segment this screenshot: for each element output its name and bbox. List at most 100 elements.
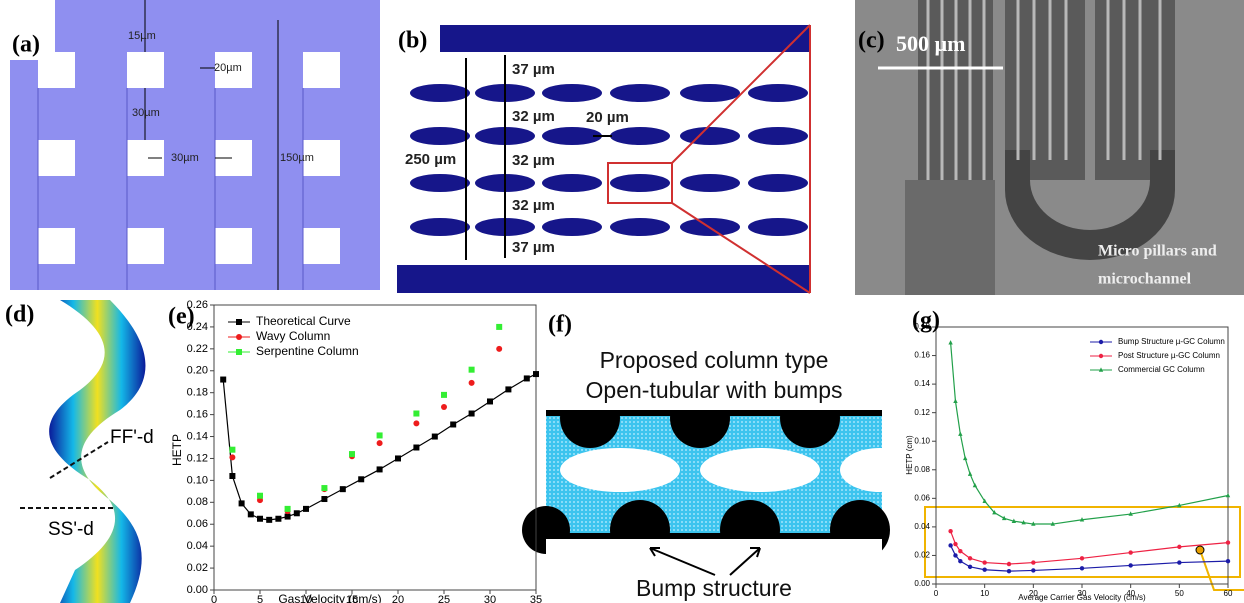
marker xyxy=(496,324,502,330)
dimension: 15µm xyxy=(128,30,156,42)
dimension: 37 µm xyxy=(512,61,555,78)
marker xyxy=(469,411,475,417)
panel-label: (c) xyxy=(858,28,885,54)
line-label: SS'-d xyxy=(48,519,94,540)
marker xyxy=(285,506,291,512)
x-tick-label: 0 xyxy=(211,594,217,603)
marker xyxy=(953,553,957,557)
marker xyxy=(469,380,475,386)
marker xyxy=(533,371,539,377)
marker xyxy=(1099,340,1103,344)
series-line xyxy=(951,531,1228,564)
marker xyxy=(1031,560,1035,564)
panel-label: (a) xyxy=(12,32,40,58)
series-line xyxy=(951,545,1228,571)
caption: Micro pillars and xyxy=(1098,243,1217,260)
panel-label: (b) xyxy=(398,28,427,54)
panel-a: (a) 15µm 20µm 30µm 30µm 150µm xyxy=(10,0,380,290)
y-tick-label: 0.16 xyxy=(187,409,208,421)
legend-label: Theoretical Curve xyxy=(256,314,351,328)
y-tick-label: 0.08 xyxy=(914,465,930,474)
marker xyxy=(441,392,447,398)
marker xyxy=(1099,354,1103,358)
pillars xyxy=(410,84,808,236)
panel-c: (c) 500 µm Micro pillars and microchanne… xyxy=(855,0,1244,295)
panel-label: (f) xyxy=(548,312,572,338)
panel-label: (g) xyxy=(912,308,940,334)
marker xyxy=(229,473,235,479)
y-tick-label: 0.06 xyxy=(187,518,208,530)
marker xyxy=(441,404,447,410)
x-tick-label: 60 xyxy=(1224,589,1233,598)
marker xyxy=(1080,556,1084,560)
marker xyxy=(948,543,952,547)
marker xyxy=(340,486,346,492)
marker xyxy=(377,466,383,472)
marker xyxy=(1128,550,1132,554)
y-tick-label: 0.04 xyxy=(187,540,208,552)
scale-bar-label: 500 µm xyxy=(896,31,966,56)
marker xyxy=(948,340,952,344)
marker xyxy=(220,377,226,383)
dimension: 32 µm xyxy=(512,197,555,214)
legend-label: Post Structure µ-GC Column xyxy=(1118,351,1220,360)
marker xyxy=(229,454,235,460)
marker xyxy=(432,434,438,440)
marker xyxy=(358,476,364,482)
marker xyxy=(236,334,242,340)
x-tick-label: 30 xyxy=(484,594,496,603)
y-tick-label: 0.04 xyxy=(914,522,930,531)
marker xyxy=(285,514,291,520)
marker xyxy=(229,447,235,453)
title: Open-tubular with bumps xyxy=(586,377,843,403)
marker xyxy=(413,420,419,426)
marker xyxy=(1128,563,1132,567)
marker xyxy=(505,386,511,392)
wall xyxy=(397,265,810,293)
marker xyxy=(968,565,972,569)
marker xyxy=(982,560,986,564)
marker xyxy=(963,456,967,460)
marker xyxy=(958,559,962,563)
marker xyxy=(968,471,972,475)
legend-label: Wavy Column xyxy=(256,329,330,343)
marker xyxy=(1080,566,1084,570)
y-tick-label: 0.08 xyxy=(187,496,208,508)
dimension: 32 µm xyxy=(512,108,555,125)
marker xyxy=(349,451,355,457)
x-tick-label: 0 xyxy=(934,589,939,598)
line-label: FF'-d xyxy=(110,427,154,448)
marker xyxy=(469,367,475,373)
marker xyxy=(266,517,272,523)
x-tick-label: 50 xyxy=(1175,589,1184,598)
marker xyxy=(275,516,281,522)
marker xyxy=(257,493,263,499)
y-tick-label: 0.14 xyxy=(914,379,930,388)
marker xyxy=(377,440,383,446)
y-tick-label: 0.18 xyxy=(187,387,208,399)
panel-d: (d) FF'-d SS'-d xyxy=(5,300,154,603)
panel-b: (b) 37 µm 32 µm 32 µm 32 µm 37 µm 20 µm … xyxy=(397,25,810,293)
panel-f: (f) Proposed column type Open-tubular wi… xyxy=(522,312,920,602)
y-tick-label: 0.00 xyxy=(914,579,930,588)
note: Bump structure xyxy=(636,575,792,601)
x-axis-label: Gas Velocity (cm/s) xyxy=(278,592,381,603)
marker xyxy=(982,568,986,572)
marker xyxy=(1226,559,1230,563)
marker xyxy=(1007,562,1011,566)
marker xyxy=(248,511,254,517)
marker xyxy=(413,411,419,417)
dimension: 150µm xyxy=(280,152,314,164)
marker xyxy=(236,349,242,355)
dimension: 20µm xyxy=(214,62,242,74)
marker xyxy=(487,398,493,404)
dimension: 30µm xyxy=(132,107,160,119)
dimension: 37 µm xyxy=(512,239,555,256)
marker xyxy=(1177,560,1181,564)
dimension: 20 µm xyxy=(586,109,629,126)
series-line xyxy=(223,374,536,520)
y-axis-label: HETP (cm) xyxy=(905,435,914,475)
marker xyxy=(294,510,300,516)
y-tick-label: 0.12 xyxy=(187,452,208,464)
title: Proposed column type xyxy=(600,347,829,373)
